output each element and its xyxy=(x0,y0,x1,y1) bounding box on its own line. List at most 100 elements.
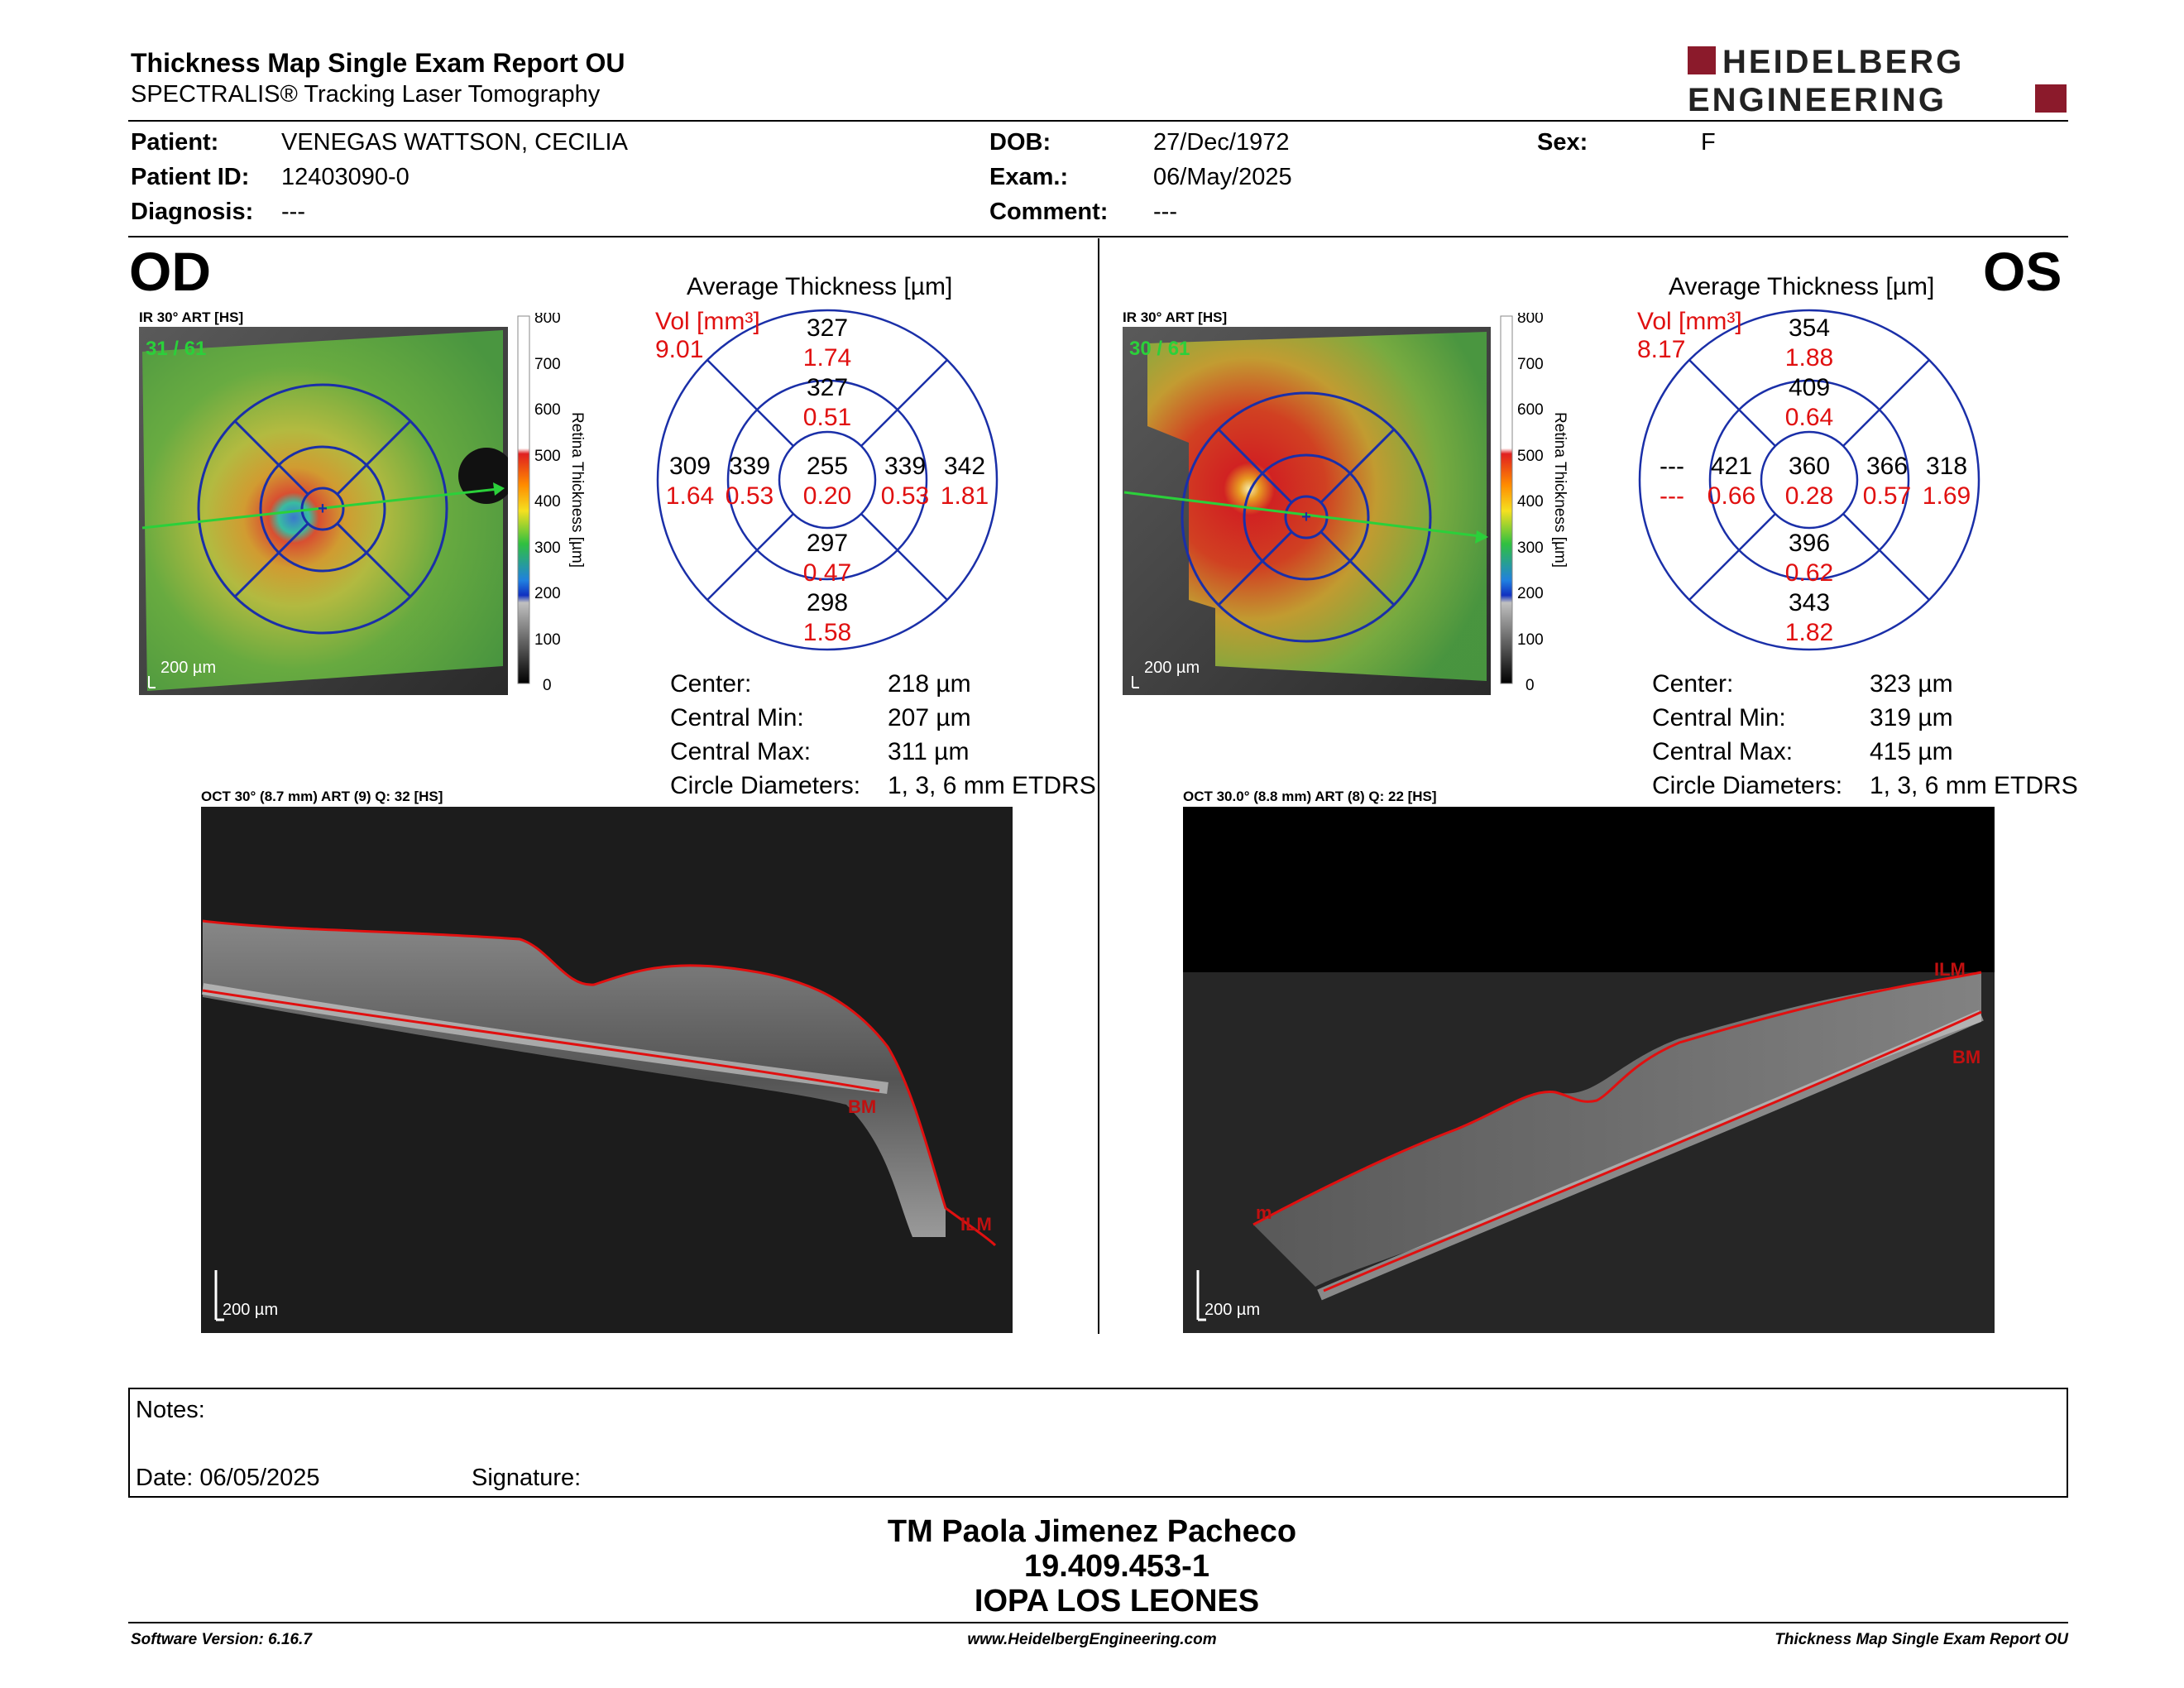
od-oct-ilm: ILM xyxy=(960,1214,992,1235)
od-oct-scale: 200 µm xyxy=(223,1301,278,1319)
od-ir-label: IR 30° ART [HS] xyxy=(139,309,244,325)
os-oct-m: m xyxy=(1256,1202,1272,1223)
od-min-label: Central Min: xyxy=(670,704,804,731)
od-outer-bottom-thickness: 298 xyxy=(807,589,848,616)
od-cbar-tick-400: 400 xyxy=(534,493,561,511)
os-outer-top-volume: 1.88 xyxy=(1785,344,1833,372)
patient-id: 12403090-0 xyxy=(281,164,410,190)
sex-value: F xyxy=(1701,129,1716,156)
os-max-label: Central Max: xyxy=(1652,738,1794,765)
os-cbar-tick-800: 800 xyxy=(1517,313,1544,327)
od-inner-bottom-thickness: 297 xyxy=(807,530,848,557)
od-diam-label: Circle Diameters: xyxy=(670,772,861,799)
os-outer-right-thickness: 318 xyxy=(1926,453,1967,480)
od-max-label: Central Max: xyxy=(670,738,812,765)
os-outer-top-thickness: 354 xyxy=(1789,314,1830,342)
os-inner-bottom-thickness: 396 xyxy=(1789,530,1830,557)
od-min-value: 207 µm xyxy=(888,704,971,731)
os-inner-bottom-volume: 0.62 xyxy=(1785,559,1833,587)
footer-website[interactable]: www.HeidelbergEngineering.com xyxy=(967,1631,1217,1648)
os-inner-right-volume: 0.57 xyxy=(1863,482,1911,510)
od-outer-right-thickness: 342 xyxy=(944,453,985,480)
os-oct-label: OCT 30.0° (8.8 mm) ART (8) Q: 22 [HS] xyxy=(1183,789,1437,804)
os-cbar-tick-700: 700 xyxy=(1517,356,1544,373)
os-center-value: 323 µm xyxy=(1870,670,1953,698)
od-ir-count: 31 / 61 xyxy=(146,338,206,360)
os-inner-left-thickness: 421 xyxy=(1711,453,1752,480)
os-cbar-title: Retina Thickness [µm] xyxy=(1551,412,1569,568)
os-center-label: Center: xyxy=(1652,670,1734,698)
os-min-label: Central Min: xyxy=(1652,704,1786,731)
sex-label: Sex: xyxy=(1537,129,1588,156)
os-max-value: 415 µm xyxy=(1870,738,1953,765)
logo-line1: HEIDELBERG xyxy=(1722,45,1964,80)
os-outer-left-volume: --- xyxy=(1660,482,1684,510)
os-inner-top-volume: 0.64 xyxy=(1785,404,1833,431)
od-outer-left-thickness: 309 xyxy=(669,453,711,480)
os-ir-count: 30 / 61 xyxy=(1129,338,1190,360)
od-outer-bottom-volume: 1.58 xyxy=(803,619,851,646)
od-outer-top-volume: 1.74 xyxy=(803,344,851,372)
os-oct-bm: BM xyxy=(1952,1047,1980,1067)
os-diam-value: 1, 3, 6 mm ETDRS xyxy=(1870,772,2078,799)
od-cbar-tick-700: 700 xyxy=(534,356,561,373)
os-inner-top-thickness: 409 xyxy=(1789,374,1830,401)
od-eye-label: OD xyxy=(129,241,211,302)
os-oct-ilm: ILM xyxy=(1934,959,1966,980)
signature-id: 19.409.453-1 xyxy=(1024,1549,1209,1584)
diagnosis-label: Diagnosis: xyxy=(131,199,254,225)
os-cbar-tick-400: 400 xyxy=(1517,493,1544,511)
patient-name: VENEGAS WATTSON, CECILIA xyxy=(281,129,628,156)
od-cbar-tick-0: 0 xyxy=(543,677,552,693)
od-center-volume: 0.20 xyxy=(803,482,851,510)
os-inner-right-thickness: 366 xyxy=(1866,453,1908,480)
od-oct-bm: BM xyxy=(848,1096,876,1117)
od-inner-right-volume: 0.53 xyxy=(881,482,929,510)
exam-label: Exam.: xyxy=(989,164,1069,190)
od-outer-right-volume: 1.81 xyxy=(941,482,989,510)
od-outer-left-volume: 1.64 xyxy=(666,482,714,510)
report-subtitle: SPECTRALIS® Tracking Laser Tomography xyxy=(131,81,601,108)
od-outer-top-thickness: 327 xyxy=(807,314,848,342)
os-center-volume: 0.28 xyxy=(1785,482,1833,510)
os-inner-left-volume: 0.66 xyxy=(1707,482,1755,510)
od-inner-bottom-volume: 0.47 xyxy=(803,559,851,587)
os-ir-label: IR 30° ART [HS] xyxy=(1123,309,1228,325)
os-oct-scale: 200 µm xyxy=(1205,1301,1260,1319)
signature-name: TM Paola Jimenez Pacheco xyxy=(887,1514,1297,1549)
os-cbar-tick-0: 0 xyxy=(1525,677,1535,693)
od-cbar-tick-800: 800 xyxy=(534,313,561,327)
comment-value: --- xyxy=(1153,199,1177,225)
od-oct-label: OCT 30° (8.7 mm) ART (9) Q: 32 [HS] xyxy=(201,789,443,804)
os-cbar-tick-500: 500 xyxy=(1517,448,1544,465)
od-center-thickness: 255 xyxy=(807,453,848,480)
od-inner-left-thickness: 339 xyxy=(729,453,770,480)
os-cbar-tick-600: 600 xyxy=(1517,401,1544,419)
od-cbar-title: Retina Thickness [µm] xyxy=(568,412,586,568)
svg-text:+: + xyxy=(318,500,328,518)
od-center-label: Center: xyxy=(670,670,752,698)
od-cbar-tick-200: 200 xyxy=(534,585,561,602)
svg-text:+: + xyxy=(1301,508,1311,526)
footer-software: Software Version: 6.16.7 xyxy=(131,1631,312,1648)
od-inner-right-thickness: 339 xyxy=(884,453,926,480)
signature-institution: IOPA LOS LEONES xyxy=(974,1584,1260,1618)
od-cbar-tick-300: 300 xyxy=(534,539,561,557)
os-vol-value: 8.17 xyxy=(1637,336,1686,363)
od-inner-left-volume: 0.53 xyxy=(726,482,774,510)
od-diam-value: 1, 3, 6 mm ETDRS xyxy=(888,772,1096,799)
dob-label: DOB: xyxy=(989,129,1051,156)
od-vol-value: 9.01 xyxy=(655,336,704,363)
od-oct-scan: BM ILM 200 µm xyxy=(201,807,1013,1333)
os-min-value: 319 µm xyxy=(1870,704,1953,731)
patient-id-label: Patient ID: xyxy=(131,164,250,190)
od-cbar-tick-500: 500 xyxy=(534,448,561,465)
logo-line2: ENGINEERING xyxy=(1688,82,1947,116)
os-center-thickness: 360 xyxy=(1789,453,1830,480)
notes-label: Notes: xyxy=(136,1397,205,1423)
od-vol-label: Vol [mm³] xyxy=(655,308,760,335)
os-eye-label: OS xyxy=(1983,241,2062,302)
od-cbar-tick-600: 600 xyxy=(534,401,561,419)
notes-box[interactable] xyxy=(128,1388,2068,1498)
os-cbar-tick-200: 200 xyxy=(1517,585,1544,602)
